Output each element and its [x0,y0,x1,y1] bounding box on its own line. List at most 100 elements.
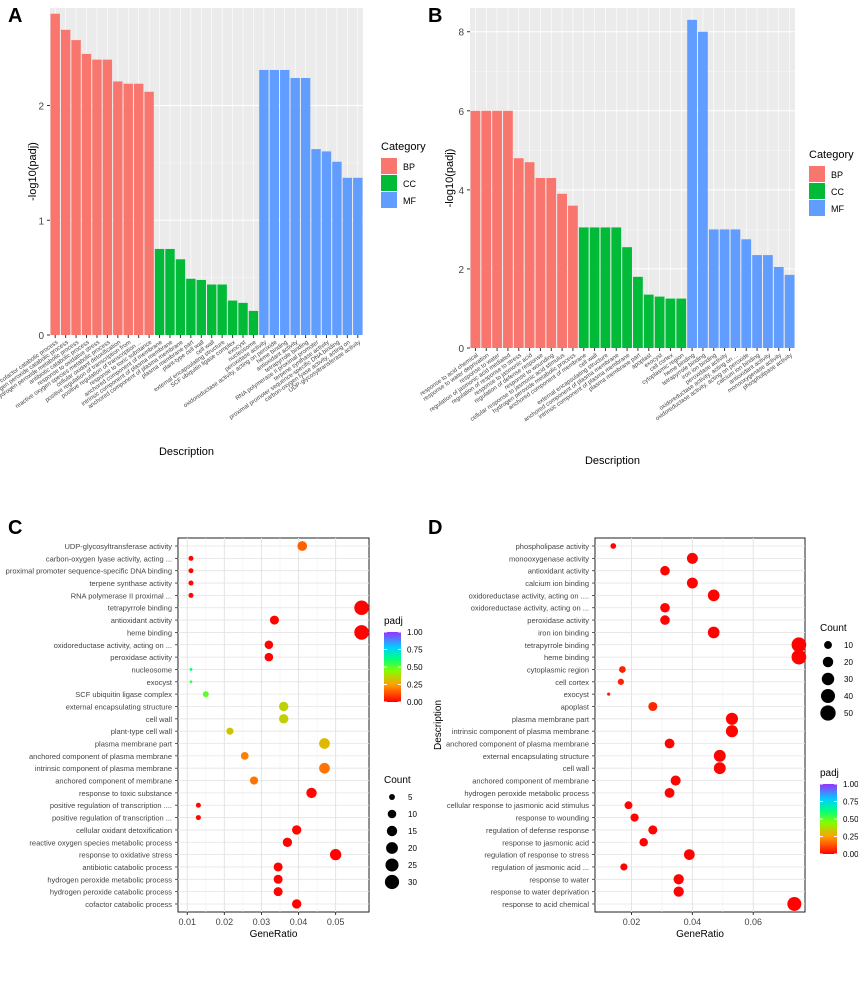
y-axis-title: Description [433,700,444,750]
legend-swatch-mf [809,200,825,216]
colorbar-label: 0.75 [843,798,858,807]
colorbar-label: 1.00 [407,628,423,637]
dot-point [624,801,633,810]
dot-point [791,637,807,653]
x-axis-title: GeneRatio [676,929,724,940]
x-axis-title: GeneRatio [250,929,298,940]
y-tick-label: response to water [529,875,589,884]
y-tick-label: RNA polymerase II proximal ... [71,591,172,600]
legend-swatch-bp [381,158,397,174]
bar-mf [741,239,752,348]
bar-bp [524,162,535,348]
bar-bp [470,110,481,348]
bar-bp [92,59,102,335]
bar-cc [589,227,600,348]
bar-bp [50,13,60,335]
dot-point [273,862,283,872]
bar-mf [730,229,741,348]
bar-cc [238,302,248,335]
bar-cc [622,247,632,348]
plot-background [50,8,363,335]
count-legend-label: 10 [844,641,853,650]
count-legend-dot [824,641,832,649]
y-tick-label: anchored component of membrane [55,777,172,786]
x-tick-label: 0.05 [327,917,345,927]
bar-mf [763,255,773,348]
bar-mf [332,161,342,335]
y-tick-label: hydrogen peroxide catabolic process [50,888,172,897]
bar-bp [535,178,546,348]
y-tick-label: cofactor catabolic process [85,900,172,909]
bar-bp [102,59,113,335]
dot-point [297,541,308,551]
dot-point [279,701,289,712]
legend-label: MF [831,204,844,214]
x-axis-title: Description [585,455,640,467]
bar-cc [217,284,227,335]
dot-point [188,568,194,574]
bar-mf [280,69,290,336]
bar-mf [784,274,795,348]
y-tick-label: antioxidant activity [528,567,590,576]
colorbar-label: 0.50 [407,663,423,672]
y-tick-label: intrinsic component of plasma membrane [35,764,172,773]
dot-point [269,615,279,625]
y-axis-title: -log10(padj) [444,149,456,208]
y-tick-label: cell wall [146,715,173,724]
y-tick-label: 4 [458,186,464,197]
legend-title: Category [809,149,854,161]
y-tick-label: heme binding [127,628,172,637]
dot-point [648,825,658,835]
dot-point [707,626,720,639]
y-tick-label: 8 [458,28,464,39]
y-tick-label: 0 [38,331,44,342]
count-legend-dot [821,689,835,703]
dot-point [713,749,726,762]
y-tick-label: anchored component of plasma membrane [446,740,589,749]
padj-colorbar [820,784,837,854]
y-tick-label: 2 [38,102,44,113]
bar-mf [269,69,280,336]
x-axis-title: Description [159,446,214,458]
bar-bp [60,29,71,336]
y-tick-label: reactive oxygen species metabolic proces… [29,838,172,847]
dot-point [683,849,695,860]
y-tick-label: external encapsulating structure [66,702,172,711]
bar-bp [513,158,524,348]
bar-mf [773,266,784,348]
y-tick-label: nucleosome [132,665,172,674]
legend-title: Category [381,141,426,153]
dot-point [354,600,369,616]
dot-point [725,725,738,738]
y-tick-label: plasma membrane part [95,740,173,749]
dot-point [264,640,274,650]
y-tick-label: cell wall [563,764,590,773]
bar-mf [708,229,719,348]
y-tick-label: positive regulation of transcription ...… [50,801,172,810]
y-tick-label: 6 [458,107,464,118]
y-tick-label: 1 [38,216,44,227]
dot-point [188,555,194,561]
dot-point [660,602,670,613]
bar-mf [311,149,321,335]
count-legend-dot [386,842,398,854]
y-tick-label: regulation of response to stress [484,851,589,860]
dot-point [189,680,193,684]
x-tick-label: 0.02 [623,917,641,927]
colorbar-label: 0.25 [843,833,858,842]
dot-point [639,837,648,847]
count-legend-dot [386,825,398,837]
legend-label: CC [403,179,416,189]
y-tick-label: cellular oxidant detoxification [76,826,172,835]
y-tick-label: cell cortex [555,678,589,687]
legend-label: CC [831,187,844,197]
y-tick-label: monooxygenase activity [509,554,589,563]
dot-point [249,776,259,785]
y-tick-label: iron ion binding [538,628,589,637]
bar-cc [633,276,643,348]
dot-point [725,712,738,725]
bar-bp [481,110,492,348]
y-tick-label: carbon-oxygen lyase activity, acting ... [46,554,172,563]
